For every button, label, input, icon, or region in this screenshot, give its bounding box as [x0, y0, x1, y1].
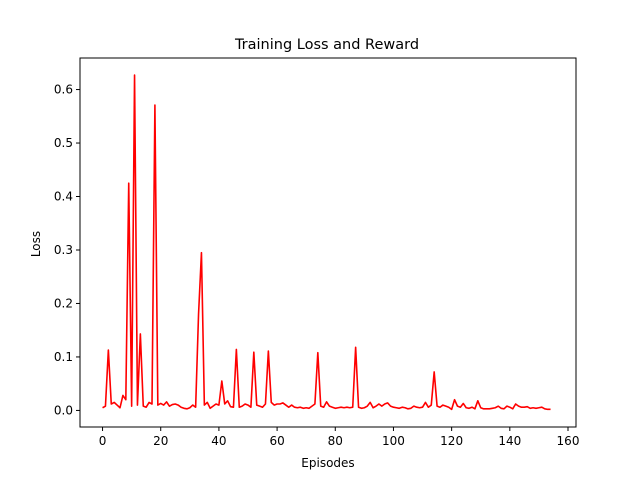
y-tick-label: 0.3 — [54, 243, 73, 257]
plot-area — [79, 57, 577, 428]
x-tick-label: 140 — [498, 434, 521, 448]
x-tick-label: 20 — [153, 434, 168, 448]
series-line-0 — [102, 74, 551, 411]
y-tick-label: 0.1 — [54, 350, 73, 364]
y-tick-label: 0.0 — [54, 403, 73, 417]
y-axis-label: Loss — [29, 231, 43, 257]
y-tick-label: 0.5 — [54, 136, 73, 150]
x-axis-label: Episodes — [301, 456, 354, 470]
x-tick-label: 60 — [269, 434, 284, 448]
x-tick-label: 100 — [382, 434, 405, 448]
x-tick-label: 120 — [440, 434, 463, 448]
plot-frame — [79, 57, 577, 428]
y-axis: 0.0 0.1 0.2 0.3 0.4 0.5 0.6 — [54, 83, 80, 417]
y-tick-label: 0.2 — [54, 296, 73, 310]
chart-title: Training Loss and Reward — [234, 37, 419, 53]
x-tick-label: 0 — [99, 434, 107, 448]
x-tick-label: 40 — [211, 434, 226, 448]
y-tick-label: 0.4 — [54, 190, 73, 204]
x-tick-label: 160 — [557, 434, 580, 448]
y-tick-label: 0.6 — [54, 83, 73, 97]
x-axis: 0 20 40 60 80 100 120 140 160 — [99, 427, 580, 448]
x-tick-label: 80 — [328, 434, 343, 448]
